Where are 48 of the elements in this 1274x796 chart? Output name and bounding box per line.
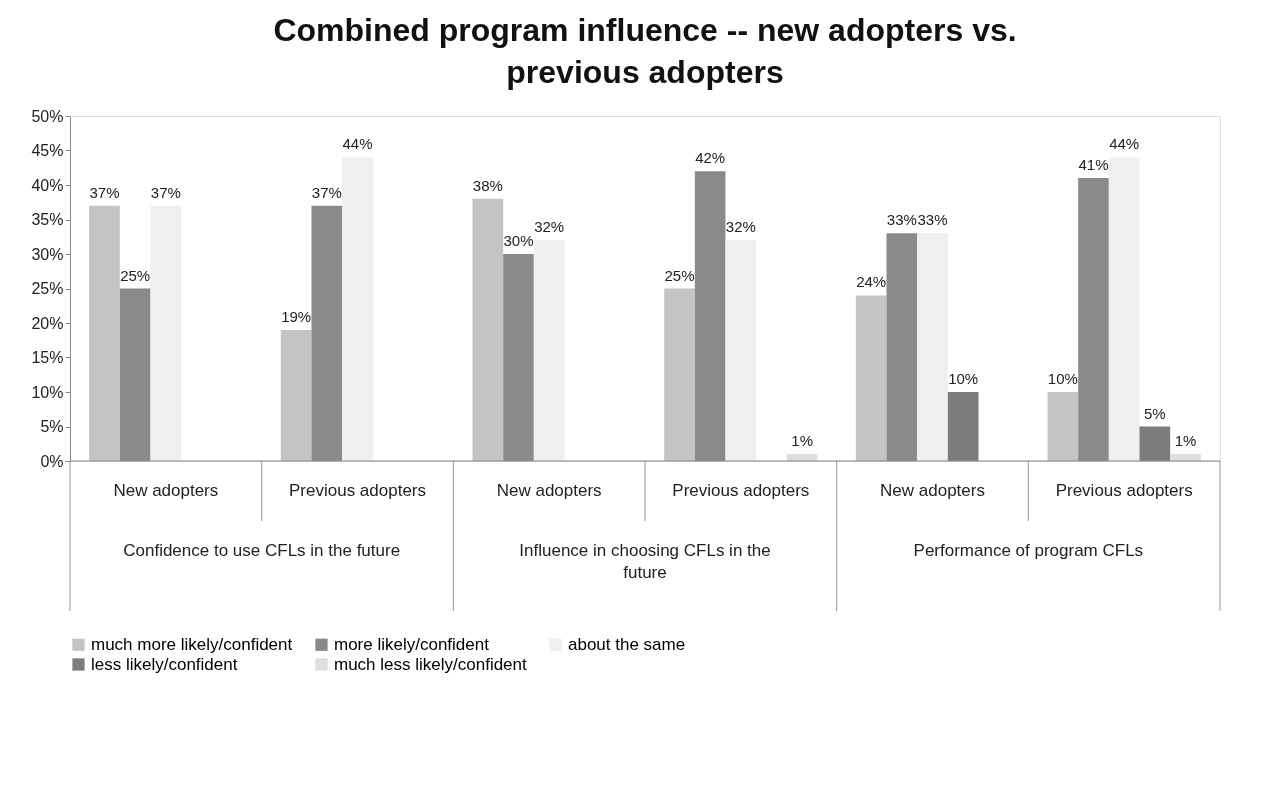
data-label: 37%: [150, 183, 181, 201]
y-tick-label: 10%: [31, 383, 64, 401]
data-label: 19%: [281, 307, 312, 325]
y-tick-label: 30%: [31, 245, 64, 263]
legend-label: more likely/confident: [334, 634, 490, 654]
legend-label: much more likely/confident: [91, 634, 293, 654]
data-label: 41%: [1078, 156, 1109, 174]
x-tick-label: New adopters: [496, 481, 602, 500]
y-tick-label: 40%: [31, 176, 64, 194]
data-label: 10%: [1047, 370, 1078, 387]
data-label: 44%: [342, 135, 373, 153]
y-tick-label: 25%: [31, 280, 64, 297]
data-label: 42%: [695, 149, 726, 167]
data-label: 44%: [1109, 135, 1140, 153]
y-tick-label: 20%: [31, 314, 64, 332]
x-tick-label: Previous adopters: [1055, 481, 1193, 500]
data-label: 1%: [1174, 432, 1197, 450]
legend-label: much less likely/confident: [334, 654, 528, 674]
data-label: 38%: [472, 176, 503, 194]
data-label: 37%: [89, 183, 120, 201]
x-tick-label: New adopters: [880, 481, 985, 500]
text: Confidence to use CFLs in the future: [123, 541, 401, 560]
chart-title: Combined program influence -- new adopters vs. previous adopters: [273, 12, 1017, 90]
x-tick-label: Previous adopters: [288, 481, 427, 500]
text: Influence in choosing CFLs in the future: [519, 541, 771, 582]
x-tick-label: New adopters: [113, 481, 219, 500]
data-label: 30%: [503, 232, 534, 249]
legend-label: about the same: [568, 634, 686, 654]
y-tick-label: 0%: [40, 452, 64, 470]
y-tick-label: 45%: [31, 142, 64, 159]
data-label: 32%: [534, 218, 565, 236]
data-label: 25%: [120, 266, 151, 284]
x-tick-label: Previous adopters: [672, 481, 810, 500]
data-label: 32%: [725, 218, 756, 236]
y-tick-label: 50%: [31, 107, 64, 125]
data-label: 5%: [1143, 404, 1166, 422]
y-tick-label: 15%: [31, 349, 64, 366]
data-label: 37%: [311, 183, 342, 201]
data-label: 33%: [886, 211, 917, 229]
data-label: 10%: [948, 370, 979, 387]
data-label: 1%: [791, 432, 814, 450]
y-tick-label: 5%: [40, 418, 64, 435]
data-label: 33%: [917, 211, 948, 229]
data-label: 24%: [856, 273, 887, 291]
text: Performance of program CFLs: [913, 541, 1144, 560]
legend-label: less likely/confident: [91, 654, 238, 674]
data-label: 25%: [664, 266, 695, 284]
y-tick-label: 35%: [31, 211, 64, 228]
